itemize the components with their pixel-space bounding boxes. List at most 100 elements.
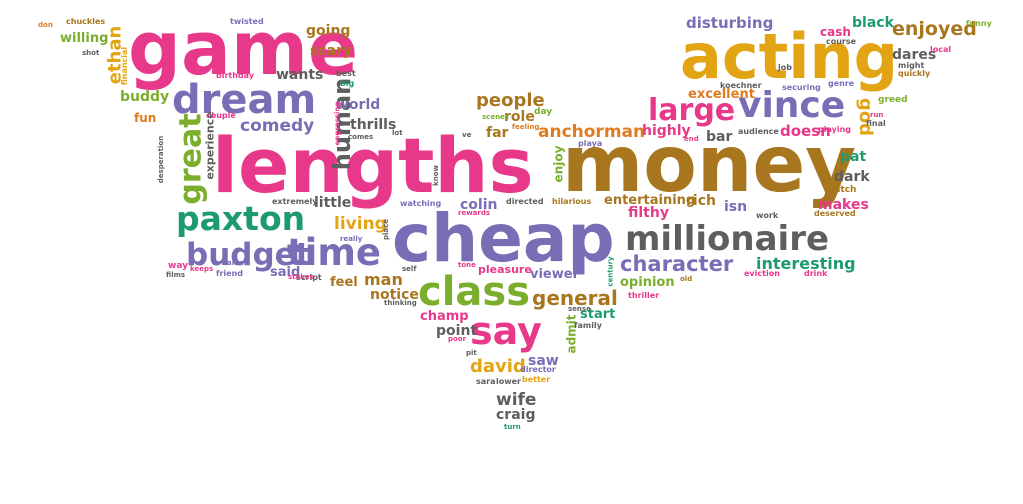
word-audience: audience: [738, 127, 779, 136]
word-game: game: [128, 6, 359, 92]
word-start: start: [580, 307, 616, 322]
word-opinion: opinion: [620, 275, 675, 290]
word-general: general: [532, 286, 618, 310]
word-dream: dream: [172, 77, 317, 123]
word-sense: sense: [568, 305, 591, 313]
word-cash: cash: [820, 25, 851, 39]
word-watching: watching: [400, 199, 442, 208]
word-little: little: [314, 195, 352, 211]
word-family: family: [574, 321, 602, 330]
word-cheap: cheap: [392, 200, 615, 277]
word-chuckles: chuckles: [66, 17, 106, 26]
word-comes: comes: [348, 133, 374, 141]
word-final: final: [866, 119, 886, 128]
word-experience: experience: [203, 111, 217, 180]
word-playa: playa: [578, 139, 603, 148]
word-watch: watch: [826, 185, 857, 195]
word-funny: funny: [966, 19, 992, 28]
word-great: great: [173, 113, 209, 205]
word-work: work: [756, 211, 779, 220]
word-saw: saw: [528, 353, 559, 369]
word-wants: wants: [276, 67, 324, 83]
word-best: best: [336, 69, 356, 78]
word-living: living: [334, 214, 387, 234]
word-viewer: viewer: [530, 267, 579, 282]
word-highly: highly: [642, 123, 691, 139]
word-pleasure: pleasure: [478, 263, 532, 276]
word-david: david: [470, 356, 526, 377]
word-tone: tone: [458, 261, 476, 269]
word-world: world: [336, 97, 381, 113]
word-way: way: [168, 261, 188, 271]
word-colin: colin: [460, 197, 498, 213]
word-desperation: desperation: [157, 135, 166, 184]
word-enjoyed: enjoyed: [892, 18, 977, 40]
word-dares: dares: [892, 47, 937, 63]
word-going: going: [306, 23, 351, 39]
word-old: old: [680, 275, 693, 283]
word-entertaining: entertaining: [604, 193, 696, 208]
word-notice: notice: [370, 287, 419, 303]
word-acting: acting: [680, 20, 898, 93]
word-eviction: eviction: [744, 269, 780, 278]
word-buddy: buddy: [120, 89, 170, 105]
word-koechner: koechner: [720, 81, 762, 90]
word-run: run: [870, 111, 884, 119]
word-century: century: [606, 256, 615, 287]
word-people: people: [476, 90, 545, 111]
word-couple: couple: [206, 111, 236, 120]
word-lengths: lengths: [212, 121, 534, 210]
word-thrills: thrills: [350, 117, 397, 133]
word-fun: fun: [134, 111, 157, 125]
word-excellent: excellent: [688, 87, 755, 102]
word-deserved: deserved: [814, 209, 856, 218]
word-man: man: [364, 270, 403, 289]
word-craig: craig: [496, 407, 536, 423]
word-fame: fame: [224, 259, 244, 267]
word-playing: playing: [818, 125, 851, 134]
word-said: said: [270, 265, 301, 280]
word-budget: budget: [186, 237, 311, 273]
word-don: don: [38, 21, 53, 29]
word-scenes: scenes: [482, 113, 509, 121]
word-job: job: [778, 63, 792, 72]
word-anchorman: anchorman: [538, 122, 646, 142]
word-champ: champ: [420, 309, 469, 324]
word-drink: drink: [804, 269, 828, 278]
word-securing: securing: [782, 83, 821, 92]
word-lot: lot: [392, 129, 403, 137]
word-course: course: [826, 37, 857, 46]
word-dark: dark: [834, 169, 870, 185]
word-isn: isn: [724, 199, 748, 215]
word-script: script: [296, 273, 322, 282]
word-thriller: thriller: [628, 291, 660, 300]
word-lower: lower: [496, 377, 521, 386]
word-engrossing: engrossing: [333, 101, 342, 146]
word-paxton: paxton: [176, 199, 306, 238]
word-far: far: [486, 125, 509, 141]
word-point: point: [436, 323, 478, 339]
word-big: big: [340, 79, 355, 88]
word-shot: shot: [82, 49, 100, 57]
word-director: director: [520, 365, 556, 374]
word-know: know: [431, 165, 440, 186]
word-self: self: [402, 265, 417, 273]
word-class: class: [418, 269, 531, 315]
word-character: character: [620, 252, 734, 276]
word-rich: rich: [686, 193, 716, 209]
word-thinking: thinking: [384, 299, 417, 307]
word-say: say: [470, 309, 542, 353]
word-place: place: [382, 218, 391, 241]
word-twisted: twisted: [230, 17, 264, 26]
word-greed: greed: [878, 95, 908, 105]
word-quickly: quickly: [898, 69, 931, 78]
word-makes: makes: [818, 197, 869, 213]
word-disturbing: disturbing: [686, 14, 774, 32]
word-doesn: doesn: [780, 122, 831, 140]
word-time: time: [287, 231, 382, 274]
word-pat: pat: [840, 149, 867, 165]
word-feel: feel: [330, 275, 358, 290]
word-really: really: [340, 235, 363, 243]
word-rewards: rewards: [458, 209, 491, 217]
